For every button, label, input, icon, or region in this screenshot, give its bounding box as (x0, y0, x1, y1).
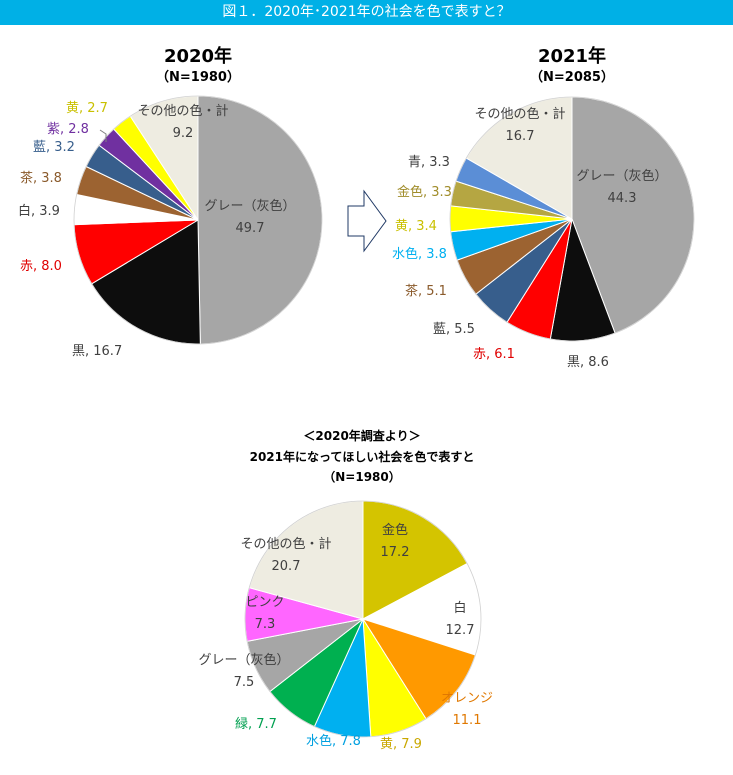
slice-value-label: 11.1 (453, 713, 482, 728)
pie-slice (197, 95, 323, 345)
slice-label: その他の色・計 (474, 106, 565, 122)
slice-value-label: 49.7 (236, 221, 265, 236)
pie-outline (73, 95, 323, 345)
slice-label: 茶, 5.1 (405, 283, 447, 299)
slice-label: グレー（灰色） (198, 652, 289, 668)
transition-arrow-icon (347, 189, 387, 253)
slice-label: 藍, 5.5 (433, 322, 475, 337)
slice-label: 茶, 3.8 (20, 170, 62, 186)
slice-value-label: 12.7 (446, 623, 475, 638)
chart2-title: 2021年 (538, 45, 606, 67)
slice-label: 黒, 16.7 (72, 344, 122, 359)
slice-label: オレンジ (441, 691, 493, 706)
slice-value-label: 44.3 (608, 191, 637, 206)
slice-label: 黄, 3.4 (395, 219, 437, 234)
slice-label: 藍, 3.2 (33, 140, 75, 155)
slice-label: ピンク (245, 595, 284, 610)
slice-label: その他の色・計 (240, 536, 331, 552)
slice-label: 金色 (382, 522, 408, 538)
slice-label: その他の色・計 (137, 103, 228, 119)
slice-value-label: 16.7 (506, 129, 535, 144)
slice-label: 黒, 8.6 (567, 355, 609, 370)
chart3-subtitle: 2021年になってほしい社会を色で表すと (250, 449, 475, 464)
slice-value-label: 7.5 (234, 675, 255, 690)
slice-label: 赤, 8.0 (20, 259, 62, 274)
slice-value-label: 20.7 (272, 559, 301, 574)
slice-label: 水色, 7.8 (306, 733, 361, 749)
slice-label: 青, 3.3 (408, 155, 450, 170)
pie-outline (449, 96, 695, 342)
slice-value-label: 17.2 (381, 545, 410, 560)
figure-title: 図１．2020年･2021年の社会を色で表すと？ (222, 4, 511, 20)
slice-label: 緑, 7.7 (235, 717, 277, 732)
pie-outline (244, 500, 482, 738)
slice-value-label: 7.3 (255, 617, 276, 632)
slice-label: グレー（灰色） (576, 168, 667, 184)
slice-label: 黄, 7.9 (380, 737, 422, 752)
slice-label: 黄, 2.7 (66, 101, 108, 116)
chart2-subtitle: （N=2085） (530, 69, 614, 85)
slice-label: 紫, 2.8 (47, 122, 89, 137)
slice-value-label: 9.2 (173, 126, 194, 141)
figure-title-banner: 図１．2020年･2021年の社会を色で表すと？ (0, 0, 733, 25)
chart3-title: ＜2020年調査より＞ (303, 428, 420, 443)
slice-label: 赤, 6.1 (473, 347, 515, 362)
slice-label: グレー（灰色） (204, 198, 295, 214)
chart1-title: 2020年 (164, 45, 232, 67)
slice-label: 白 (453, 600, 466, 616)
slice-label: 水色, 3.8 (392, 246, 447, 262)
leader-line (99, 129, 107, 142)
slice-label: 白, 3.9 (18, 203, 60, 219)
pies-group: グレー（灰色） 49.7 黒, 16.7 赤, 8.0 白, 3.9 茶, 3.8 藍, 3… (18, 95, 695, 752)
chart1-subtitle: （N=1980） (156, 69, 240, 85)
chart3-subtitle-n: （N=1980） (323, 469, 401, 484)
slice-label: 金色, 3.3 (397, 184, 452, 200)
